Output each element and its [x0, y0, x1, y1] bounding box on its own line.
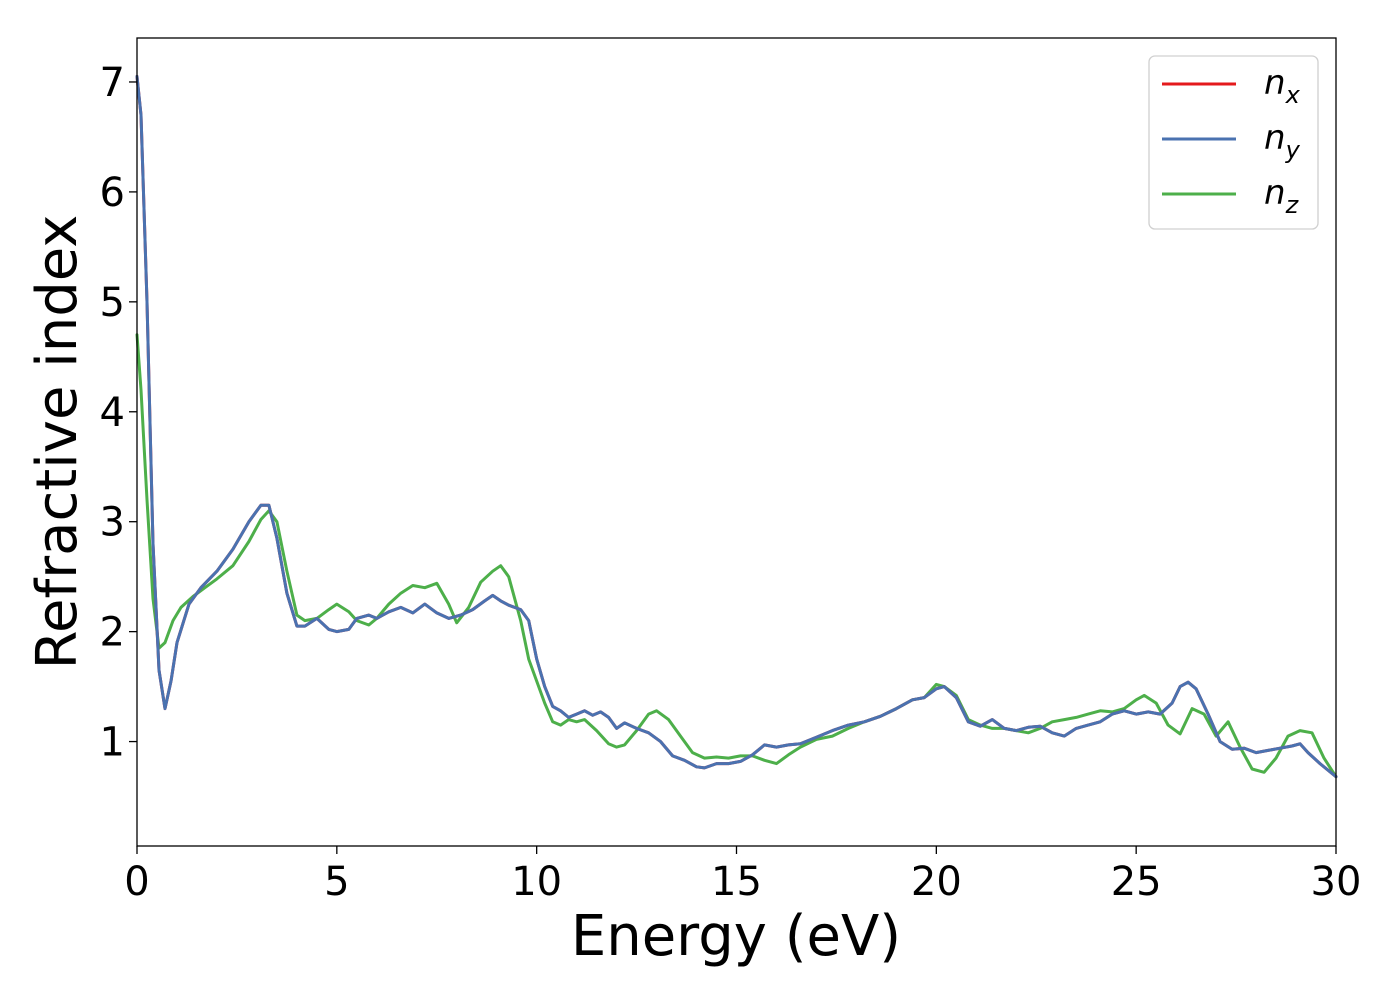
- legend-label-nx: nx: [1264, 63, 1301, 109]
- series-line-ny: [135, 75, 1338, 779]
- y-axis: 1 2 3 4 5 6 7: [100, 60, 137, 766]
- y-tick-label: 5: [100, 280, 125, 326]
- x-tick-label: 10: [511, 859, 562, 905]
- y-tick-label: 6: [100, 170, 125, 216]
- x-axis-title: Energy (eV): [571, 904, 901, 969]
- legend-box: [1148, 55, 1319, 230]
- legend: nx ny nz: [1148, 55, 1319, 230]
- y-axis-title: Refractive index: [25, 215, 90, 670]
- series-layer: [135, 75, 1338, 779]
- y-tick-label: 4: [100, 390, 125, 436]
- x-tick-label: 25: [1111, 859, 1162, 905]
- y-tick-label: 7: [100, 60, 125, 106]
- x-tick-label: 0: [124, 859, 149, 905]
- series-line-nz: [135, 333, 1338, 779]
- y-tick-label: 3: [100, 500, 125, 546]
- x-tick-label: 30: [1311, 859, 1362, 905]
- x-axis: 0 5 10 15 20 25 30: [124, 846, 1361, 905]
- y-tick-label: 1: [100, 720, 125, 766]
- x-tick-label: 5: [324, 859, 349, 905]
- legend-label-nz: nz: [1264, 173, 1300, 219]
- x-tick-label: 20: [911, 859, 962, 905]
- legend-label-ny: ny: [1264, 118, 1301, 164]
- y-tick-label: 2: [100, 610, 125, 656]
- x-tick-label: 15: [711, 859, 762, 905]
